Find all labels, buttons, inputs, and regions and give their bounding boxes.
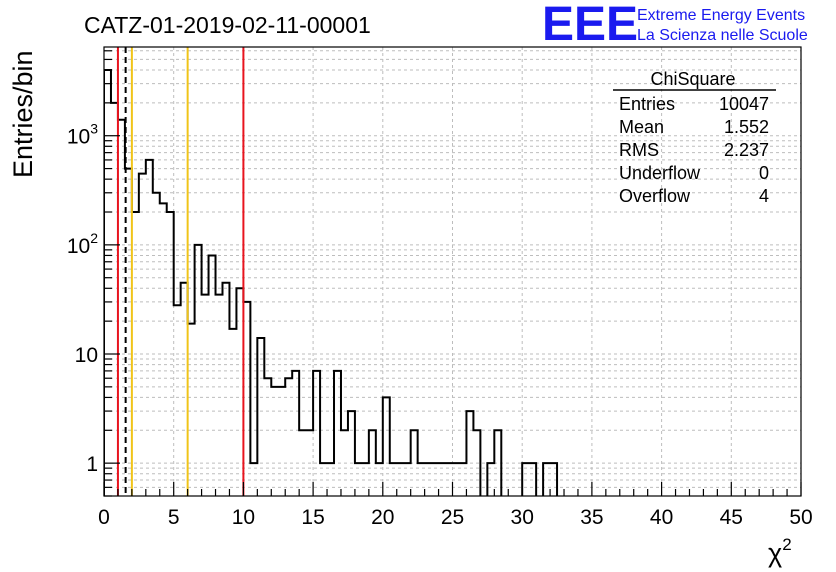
histogram-bin <box>369 430 376 496</box>
histogram-bin <box>341 430 348 496</box>
histogram-bin <box>411 430 418 496</box>
histogram-bin <box>550 463 557 496</box>
histogram-bin <box>418 463 425 496</box>
histogram-bin <box>257 338 264 496</box>
x-tick-label: 20 <box>371 506 394 529</box>
histogram-bin <box>446 463 453 496</box>
histogram-bin <box>376 463 383 496</box>
x-tick-label: 50 <box>789 506 812 529</box>
brand-logo-group: EEE Extreme Energy Events La Scienza nel… <box>542 0 808 51</box>
stats-row-label: Overflow <box>619 186 691 206</box>
y-tick-label: 103 <box>67 121 98 149</box>
histogram-bin <box>104 70 111 496</box>
x-axis-title: χ2 <box>768 535 792 568</box>
histogram-bin <box>432 463 439 496</box>
reference-lines <box>116 47 245 496</box>
y-axis-title: Entries/bin <box>8 50 38 178</box>
histogram-bin <box>529 463 536 496</box>
histogram-bin <box>195 245 202 496</box>
histogram-bin <box>139 174 146 496</box>
stats-row-label: Mean <box>619 117 664 137</box>
histogram-bin <box>320 463 327 496</box>
histogram-bin <box>188 324 195 496</box>
brand-line-1: Extreme Energy Events <box>637 7 805 24</box>
histogram-bin <box>313 371 320 496</box>
histogram-bin <box>222 283 229 496</box>
stats-row-value: 10047 <box>719 94 769 114</box>
x-tick-label: 25 <box>441 506 464 529</box>
histogram-bin <box>202 295 209 496</box>
y-tick-label: 1 <box>86 453 98 476</box>
x-axis-title-symbol: χ <box>768 538 782 568</box>
histogram-bin <box>362 463 369 496</box>
x-tick-label: 35 <box>580 506 603 529</box>
histogram-bin <box>292 371 299 496</box>
histogram-bin <box>250 463 257 496</box>
x-tick-label: 45 <box>720 506 743 529</box>
histogram-bin <box>167 212 174 496</box>
x-tick-label: 10 <box>232 506 255 529</box>
histogram-bin <box>543 463 550 496</box>
histogram-bin <box>453 463 460 496</box>
y-tick-label: 102 <box>67 230 98 258</box>
stats-row-label: Underflow <box>619 163 701 183</box>
histogram-bin <box>404 463 411 496</box>
histogram-bin <box>334 371 341 496</box>
histogram-bin <box>494 430 501 496</box>
brand-logo: EEE <box>542 0 638 51</box>
stats-row-value: 4 <box>759 186 769 206</box>
stats-row-label: Entries <box>619 94 675 114</box>
histogram-bin <box>181 283 188 496</box>
x-tick-label: 40 <box>650 506 673 529</box>
histogram-bin <box>229 329 236 496</box>
histogram-bin <box>209 255 216 496</box>
histogram-bin <box>487 463 494 496</box>
histogram-bin <box>285 378 292 496</box>
histogram-bin <box>425 463 432 496</box>
histogram-bin <box>146 160 153 496</box>
stats-row-value: 2.237 <box>724 140 769 160</box>
histogram-bin <box>243 302 250 496</box>
brand-line-2: La Scienza nelle Scuole <box>637 27 808 44</box>
plot-title: CATZ-01-2019-02-11-00001 <box>84 12 371 38</box>
histogram-bin <box>466 411 473 496</box>
histogram-bin <box>522 463 529 496</box>
histogram-bin <box>327 463 334 496</box>
histogram-bin <box>306 430 313 496</box>
histogram-bin <box>348 411 355 496</box>
y-tick-label: 10 <box>75 344 98 367</box>
histogram-bin <box>216 295 223 496</box>
histogram-bin <box>264 378 271 496</box>
histogram-bin <box>473 430 480 496</box>
histogram-bin <box>383 397 390 496</box>
histogram-bin <box>439 463 446 496</box>
histogram-bin <box>278 387 285 496</box>
x-tick-label: 30 <box>511 506 534 529</box>
histogram-bin <box>299 430 306 496</box>
x-tick-label: 15 <box>301 506 324 529</box>
histogram-bin <box>111 103 118 496</box>
histogram-bin <box>271 387 278 496</box>
stats-row-value: 0 <box>759 163 769 183</box>
histogram-bin <box>236 288 243 496</box>
x-tick-label: 0 <box>98 506 110 529</box>
x-axis-title-superscript: 2 <box>782 535 791 554</box>
stats-box: ChiSquare Entries 10047 Mean 1.552 RMS 2.237 U… <box>613 69 776 206</box>
histogram-bin <box>174 305 181 496</box>
histogram-bin <box>355 463 362 496</box>
stats-row-value: 1.552 <box>724 117 769 137</box>
histogram-bin <box>459 463 466 496</box>
histogram-bin <box>160 203 167 496</box>
histogram-bin <box>132 212 139 496</box>
stats-title: ChiSquare <box>650 69 735 89</box>
stats-rows: Entries 10047 Mean 1.552 RMS 2.237 Underflow 0 O… <box>619 94 769 206</box>
stats-row-label: RMS <box>619 140 659 160</box>
histogram-bin <box>390 463 397 496</box>
histogram-bin <box>118 120 125 496</box>
x-tick-label: 5 <box>168 506 180 529</box>
histogram-bin <box>397 463 404 496</box>
histogram-bin <box>153 193 160 496</box>
